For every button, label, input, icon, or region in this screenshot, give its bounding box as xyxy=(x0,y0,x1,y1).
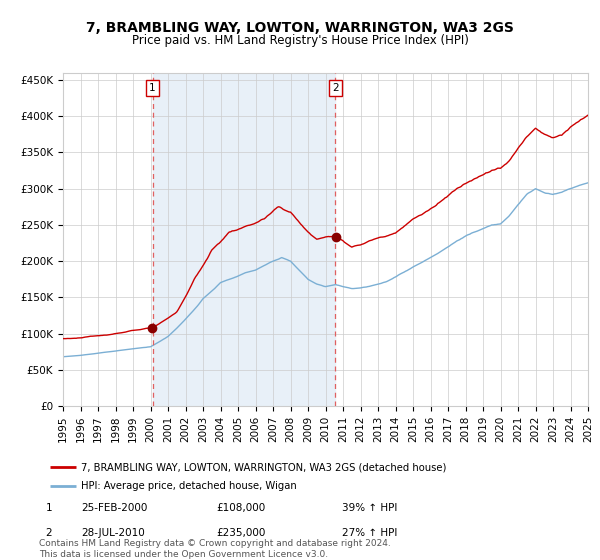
Bar xyxy=(152,73,335,406)
Text: 39% ↑ HPI: 39% ↑ HPI xyxy=(342,503,397,513)
Text: £235,000: £235,000 xyxy=(216,528,265,538)
Text: Contains HM Land Registry data © Crown copyright and database right 2024.
This d: Contains HM Land Registry data © Crown c… xyxy=(39,539,391,559)
Text: 1: 1 xyxy=(149,83,156,93)
Text: 25-FEB-2000: 25-FEB-2000 xyxy=(81,503,148,513)
Text: 2: 2 xyxy=(332,83,339,93)
Text: 7, BRAMBLING WAY, LOWTON, WARRINGTON, WA3 2GS: 7, BRAMBLING WAY, LOWTON, WARRINGTON, WA… xyxy=(86,21,514,35)
Text: 27% ↑ HPI: 27% ↑ HPI xyxy=(342,528,397,538)
Text: 2: 2 xyxy=(46,528,52,538)
Text: Price paid vs. HM Land Registry's House Price Index (HPI): Price paid vs. HM Land Registry's House … xyxy=(131,34,469,46)
Text: £108,000: £108,000 xyxy=(216,503,265,513)
Text: 28-JUL-2010: 28-JUL-2010 xyxy=(81,528,145,538)
Text: 7, BRAMBLING WAY, LOWTON, WARRINGTON, WA3 2GS (detached house): 7, BRAMBLING WAY, LOWTON, WARRINGTON, WA… xyxy=(82,463,447,472)
Text: HPI: Average price, detached house, Wigan: HPI: Average price, detached house, Wiga… xyxy=(82,481,297,491)
Text: 1: 1 xyxy=(46,503,52,513)
